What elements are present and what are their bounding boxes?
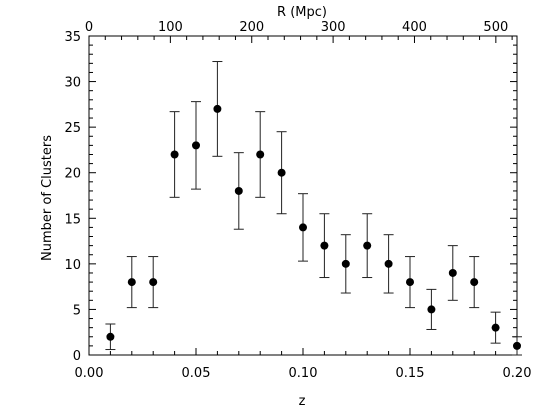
y-axis-title: Number of Clusters: [40, 135, 55, 261]
data-point: [448, 268, 457, 277]
data-point: [170, 150, 179, 159]
data-point: [213, 104, 222, 113]
data-point: [299, 223, 307, 232]
top-axis-title: R (Mpc): [277, 5, 327, 20]
data-point: [277, 168, 286, 177]
data-point: [363, 241, 372, 250]
tick-labels: 0.00 0.05 0.10 0.15 0.20 0 5 10 15 20 25 30 35 0 100 20…: [64, 20, 531, 381]
y-tick-label: 5: [73, 303, 81, 318]
data-point: [491, 323, 500, 332]
data-point: [470, 278, 479, 287]
top-x-tick-label: 500: [483, 20, 508, 35]
y-tick-label: 20: [64, 167, 81, 182]
y-tick-label: 10: [64, 258, 81, 273]
x-tick-label: 0.20: [503, 366, 532, 381]
y-tick-label: 0: [73, 349, 81, 364]
data-point: [106, 332, 115, 341]
data-point: [192, 141, 200, 150]
x-tick-label: 0.00: [75, 366, 104, 381]
top-x-tick-label: 0: [85, 20, 93, 35]
data-point: [256, 150, 265, 159]
y-tick-label: 30: [64, 76, 81, 91]
data-point: [149, 278, 158, 287]
data-point: [406, 278, 414, 287]
data-point: [427, 305, 436, 314]
y-tick-label: 15: [64, 212, 81, 227]
y-tick-label: 25: [64, 121, 81, 136]
top-x-tick-label: 400: [402, 20, 427, 35]
data-point: [513, 341, 521, 350]
axis-titles: R (Mpc) z Number of Clusters: [40, 5, 327, 409]
top-x-tick-label: 100: [158, 20, 183, 35]
data-point: [320, 241, 329, 250]
y-tick-label: 35: [64, 30, 81, 45]
data-point: [384, 259, 393, 268]
top-x-tick-label: 300: [321, 20, 346, 35]
data-points: [106, 104, 521, 350]
error-bars: [105, 61, 522, 356]
data-point: [234, 186, 243, 195]
x-tick-label: 0.10: [289, 366, 318, 381]
x-axis-title: z: [299, 394, 306, 409]
axis-ticks: [88, 35, 518, 356]
x-tick-label: 0.15: [396, 366, 425, 381]
top-x-tick-label: 200: [239, 20, 264, 35]
x-tick-label: 0.05: [182, 366, 211, 381]
data-point: [341, 259, 350, 268]
data-point: [127, 278, 136, 287]
